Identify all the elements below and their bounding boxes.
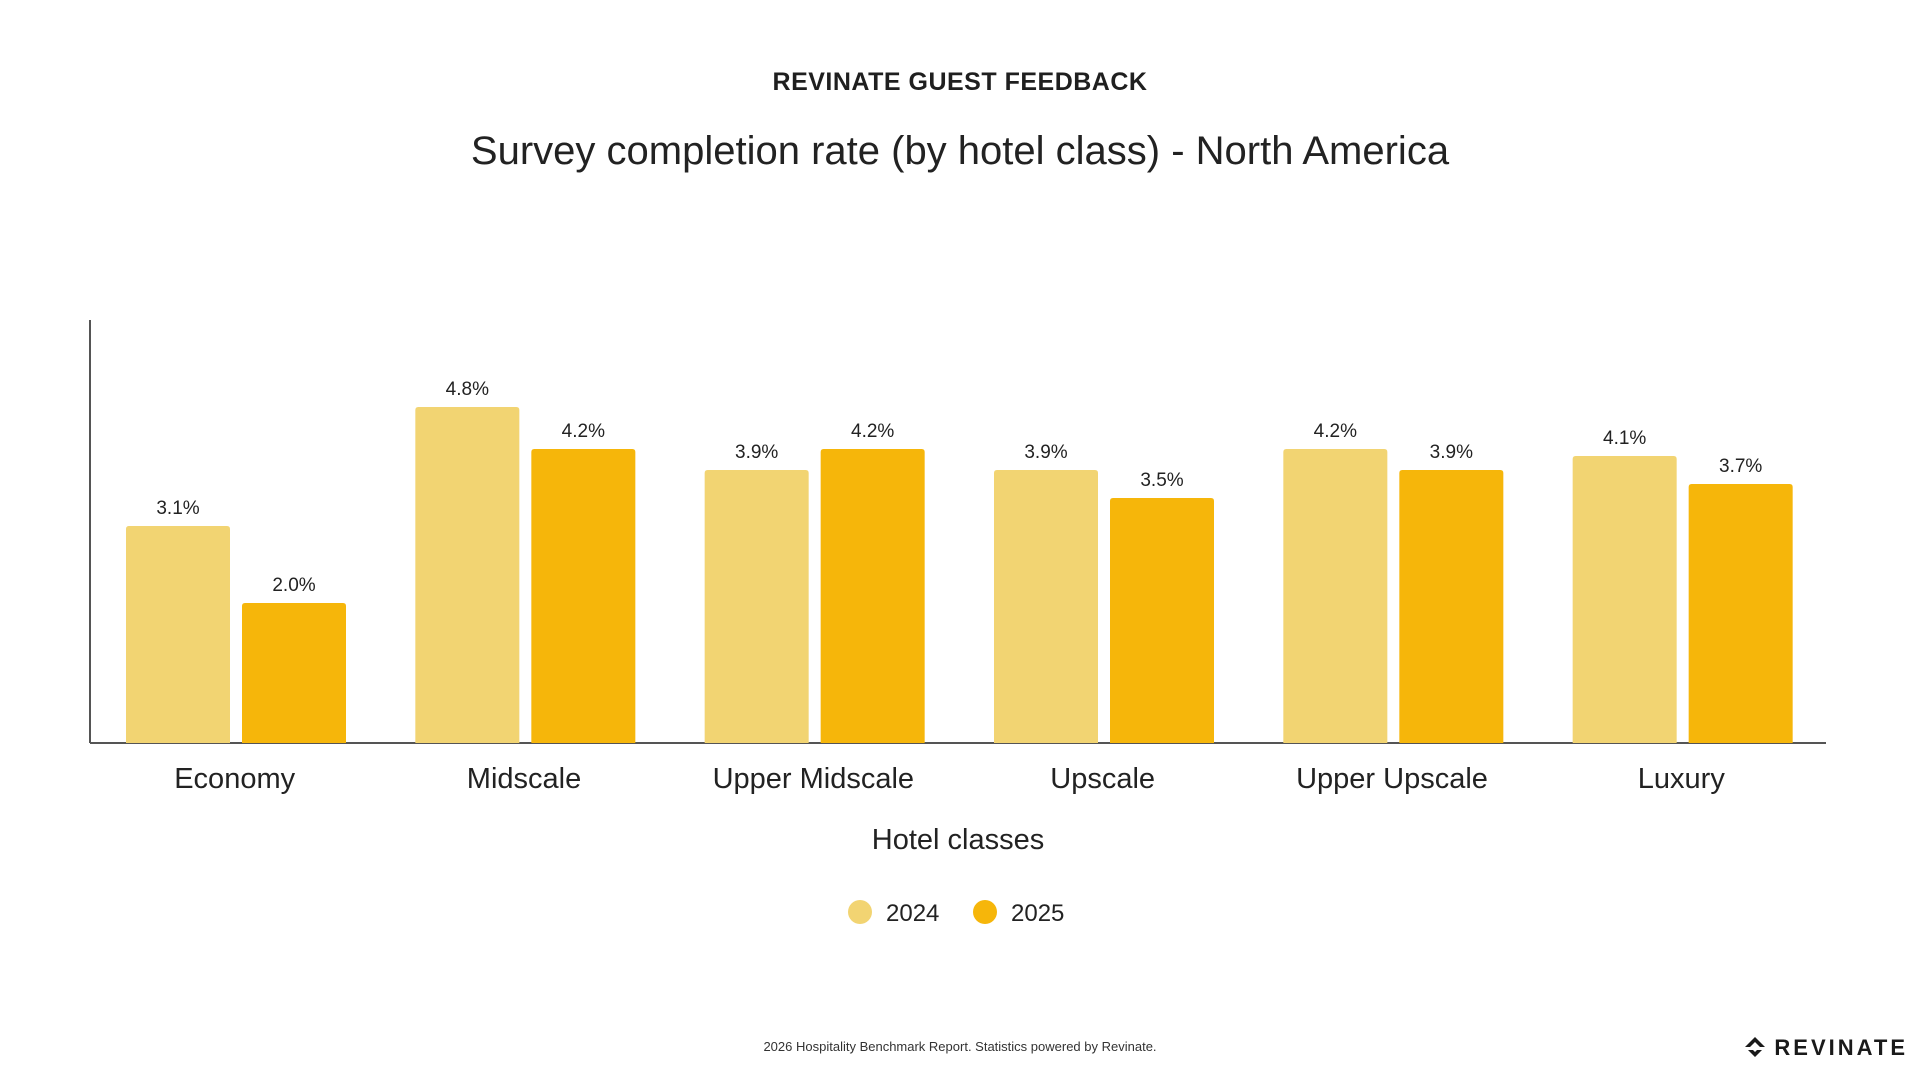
bar-2025-upper-midscale <box>820 449 925 743</box>
x-tick-label: Midscale <box>467 763 581 795</box>
data-label: 3.7% <box>1719 456 1762 477</box>
legend-label-2025: 2025 <box>1011 900 1064 927</box>
bar-2025-upscale <box>1110 498 1214 743</box>
x-tick-label: Economy <box>174 763 295 795</box>
bar-2024-upscale <box>994 470 1098 743</box>
revinate-logo-icon <box>1745 1037 1766 1057</box>
footer-note: 2026 Hospitality Benchmark Report. Stati… <box>763 1039 1157 1054</box>
data-label: 3.9% <box>1430 442 1473 463</box>
bar-2025-luxury <box>1688 484 1793 743</box>
data-label: 2.0% <box>272 575 315 596</box>
bar-2024-economy <box>126 526 230 743</box>
bar-2024-midscale <box>415 407 520 743</box>
brand-wordmark: REVINATE <box>1774 1035 1908 1060</box>
legend-label-2024: 2024 <box>886 900 939 927</box>
data-label: 3.9% <box>735 442 778 463</box>
data-label: 3.9% <box>1024 442 1067 463</box>
x-tick-label: Upper Midscale <box>713 763 914 795</box>
data-label: 4.2% <box>562 421 605 442</box>
bar-2025-economy <box>242 603 346 743</box>
legend-swatch-2024 <box>848 900 872 924</box>
bar-2025-midscale <box>531 449 636 743</box>
chart-kicker: REVINATE GUEST FEEDBACK <box>772 68 1148 96</box>
data-label: 4.8% <box>446 379 489 400</box>
data-label: 4.2% <box>1314 421 1357 442</box>
chart-title: Survey completion rate (by hotel class) … <box>470 129 1450 173</box>
data-label: 3.5% <box>1140 470 1183 491</box>
brand-logo: REVINATE <box>1744 1035 1908 1061</box>
bar-2024-upper-midscale <box>704 470 809 743</box>
x-tick-label: Upper Upscale <box>1296 763 1488 795</box>
legend-swatch-2025 <box>973 900 997 924</box>
x-tick-label: Upscale <box>1050 763 1155 795</box>
bar-2025-upper-upscale <box>1399 470 1504 743</box>
x-axis-title: Hotel classes <box>872 824 1044 856</box>
x-tick-label: Luxury <box>1638 763 1726 795</box>
bar-2024-luxury <box>1572 456 1677 743</box>
bar-2024-upper-upscale <box>1283 449 1388 743</box>
data-label: 4.1% <box>1603 428 1646 449</box>
data-label: 3.1% <box>156 498 199 519</box>
data-label: 4.2% <box>851 421 894 442</box>
